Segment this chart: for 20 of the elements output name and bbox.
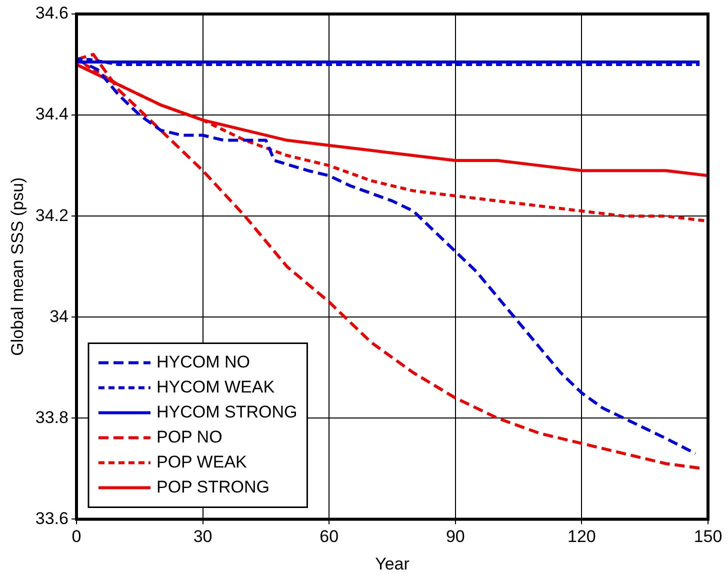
legend-label: POP WEAK: [156, 452, 248, 472]
x-tick-label: 150: [694, 527, 722, 546]
legend-label: HYCOM NO: [156, 352, 250, 372]
y-tick-label: 34.2: [35, 206, 68, 225]
y-tick-label: 34: [50, 306, 68, 326]
legend-label: HYCOM STRONG: [156, 402, 298, 422]
legend-label: HYCOM WEAK: [156, 377, 276, 396]
legend-label: POP STRONG: [156, 477, 270, 496]
y-axis-title: Global mean SSS (psu): [8, 177, 27, 356]
x-tick-label: 0: [72, 527, 82, 546]
y-tick-label: 33.6: [35, 508, 68, 528]
y-tick-label: 34.4: [35, 104, 68, 124]
y-tick-label: 34.6: [35, 4, 68, 23]
x-tick-label: 60: [320, 527, 339, 546]
x-tick-label: 90: [446, 527, 465, 546]
x-axis-title: Year: [375, 554, 410, 574]
y-tick-label: 33.8: [35, 408, 68, 427]
x-tick-label: 120: [568, 527, 596, 546]
x-tick-label: 30: [193, 527, 212, 546]
legend-label: POP NO: [156, 427, 222, 446]
